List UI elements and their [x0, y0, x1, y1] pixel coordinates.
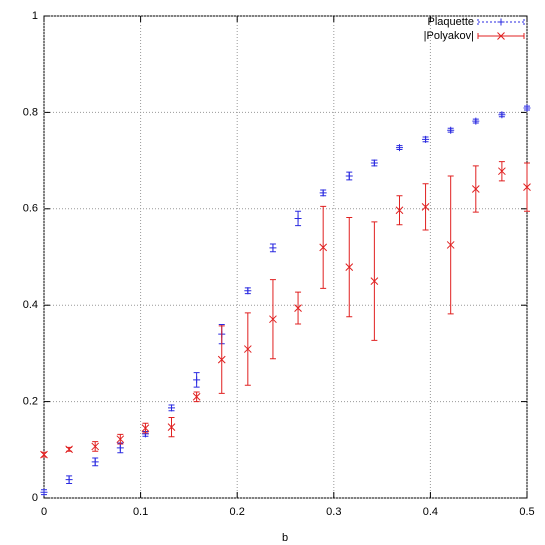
data-point	[422, 135, 430, 143]
data-point	[472, 117, 480, 125]
data-point	[345, 263, 354, 271]
data-point	[91, 458, 99, 466]
data-point	[319, 189, 327, 197]
data-point	[319, 243, 328, 252]
data-point	[294, 304, 302, 312]
y-tick-label: 0	[32, 492, 38, 504]
data-point	[269, 244, 277, 252]
legend-marker	[497, 18, 505, 26]
data-point	[370, 277, 379, 285]
plot-frame	[43, 15, 528, 499]
x-tick-label: 0	[41, 506, 47, 518]
data-point	[370, 159, 378, 167]
data-point	[395, 144, 403, 152]
data-point	[116, 435, 125, 444]
x-tick-label: 0.2	[230, 506, 245, 518]
data-point	[192, 392, 201, 401]
y-tick-label: 0.2	[23, 396, 38, 408]
data-point	[167, 423, 176, 431]
data-point	[269, 315, 277, 324]
x-tick-label: 0.5	[519, 506, 534, 518]
y-tick-label: 0.6	[23, 203, 38, 215]
data-point	[446, 241, 455, 249]
data-point	[395, 206, 404, 215]
data-point	[345, 172, 353, 180]
legend-label: |Polyakov|	[424, 30, 474, 42]
data-point	[91, 442, 100, 451]
data-point	[141, 424, 150, 432]
legend-sample	[477, 19, 525, 25]
x-tick-label: 0.4	[423, 506, 438, 518]
y-tick-label: 1	[32, 10, 38, 22]
y-tick-label: 0.8	[23, 106, 38, 118]
data-point	[498, 167, 506, 176]
data-point	[244, 287, 252, 295]
data-point	[217, 355, 226, 364]
x-axis-label: b	[282, 532, 288, 544]
y-tick-label: 0.4	[23, 299, 38, 311]
data-point	[498, 111, 506, 119]
data-point	[523, 183, 531, 191]
data-point	[243, 345, 252, 353]
legend-label: Plaquette	[428, 16, 474, 28]
data-point	[65, 476, 73, 484]
data-point	[193, 376, 201, 384]
data-point	[40, 450, 48, 459]
data-point	[447, 126, 455, 134]
data-point	[294, 214, 302, 222]
x-tick-label: 0.1	[133, 506, 148, 518]
data-point	[523, 104, 531, 112]
data-point	[421, 203, 430, 211]
x-tick-label: 0.3	[326, 506, 341, 518]
data-point	[168, 404, 176, 412]
data-point	[40, 488, 48, 496]
legend-marker	[497, 32, 505, 40]
data-point	[65, 445, 73, 454]
data-point	[116, 444, 124, 452]
data-point	[471, 185, 480, 193]
